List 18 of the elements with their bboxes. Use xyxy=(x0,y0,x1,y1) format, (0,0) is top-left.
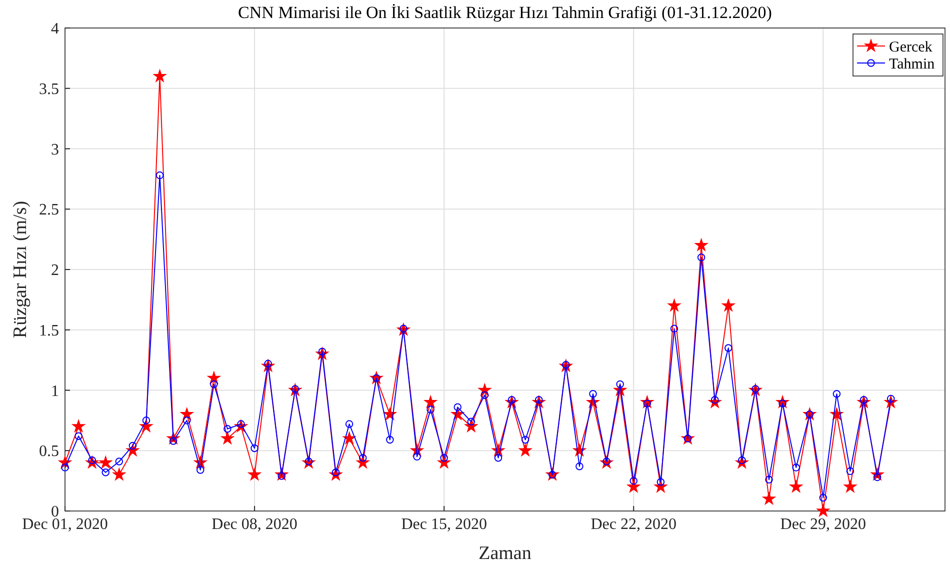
y-tick-label: 1.5 xyxy=(39,322,59,340)
y-tick-label: 3.5 xyxy=(39,80,59,98)
y-tick-label: 2.5 xyxy=(39,202,59,219)
chart-title: CNN Mimarisi ile On İki Saatlik Rüzgar Hızı Tahmin Grafiği (01-31.12.2020) xyxy=(238,3,772,22)
y-tick-label: 3 xyxy=(51,141,59,158)
x-tick-label: Dec 01, 2020 xyxy=(22,516,108,533)
x-tick-label: Dec 29, 2020 xyxy=(780,516,866,533)
y-tick-label: 1 xyxy=(51,382,59,400)
x-tick-label: Dec 08, 2020 xyxy=(212,516,298,533)
x-axis-title: Zaman xyxy=(478,543,532,564)
y-tick-label: 2 xyxy=(51,262,59,280)
legend-label: Gercek xyxy=(889,39,933,56)
x-tick-label: Dec 22, 2020 xyxy=(590,516,676,533)
y-axis-title: Rüzgar Hızı (m/s) xyxy=(10,200,31,338)
legend-label: Tahmin xyxy=(889,56,936,72)
y-tick-label: 4 xyxy=(51,20,59,38)
x-tick-label: Dec 15, 2020 xyxy=(401,516,487,533)
y-tick-label: 0.5 xyxy=(39,443,59,460)
